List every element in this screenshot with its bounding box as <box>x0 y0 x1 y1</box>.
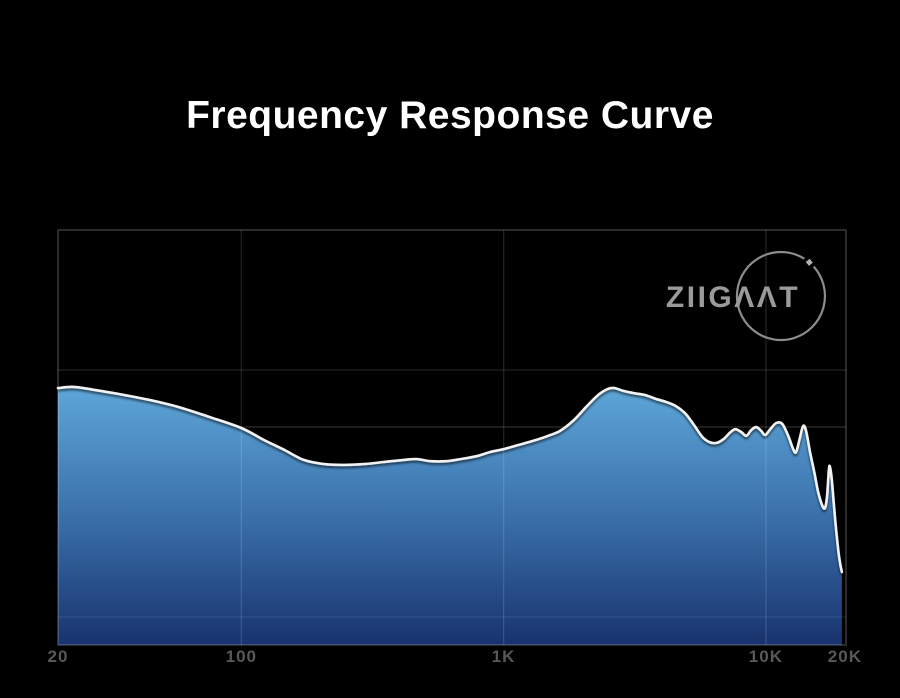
x-tick-label-20k: 20K <box>828 647 862 666</box>
x-tick-label-1k: 1K <box>492 647 516 666</box>
logo-text: ZIIGΛΛT <box>666 281 800 314</box>
x-tick-label-20: 20 <box>48 647 69 666</box>
frequency-curve-line <box>56 385 844 574</box>
chart-title: Frequency Response Curve <box>186 94 714 137</box>
logo-circle-dot <box>805 258 813 266</box>
x-tick-label-100: 100 <box>226 647 257 666</box>
x-tick-label-10k: 10K <box>749 647 783 666</box>
logo-circle <box>735 250 827 342</box>
grid-lines-over <box>58 230 846 645</box>
ziigaat-logo: ZIIGΛΛT <box>666 250 827 342</box>
chart-border <box>57 229 847 646</box>
frequency-curve-fill <box>58 386 842 645</box>
x-axis-labels: 20 100 1K 10K 20K <box>48 647 862 666</box>
